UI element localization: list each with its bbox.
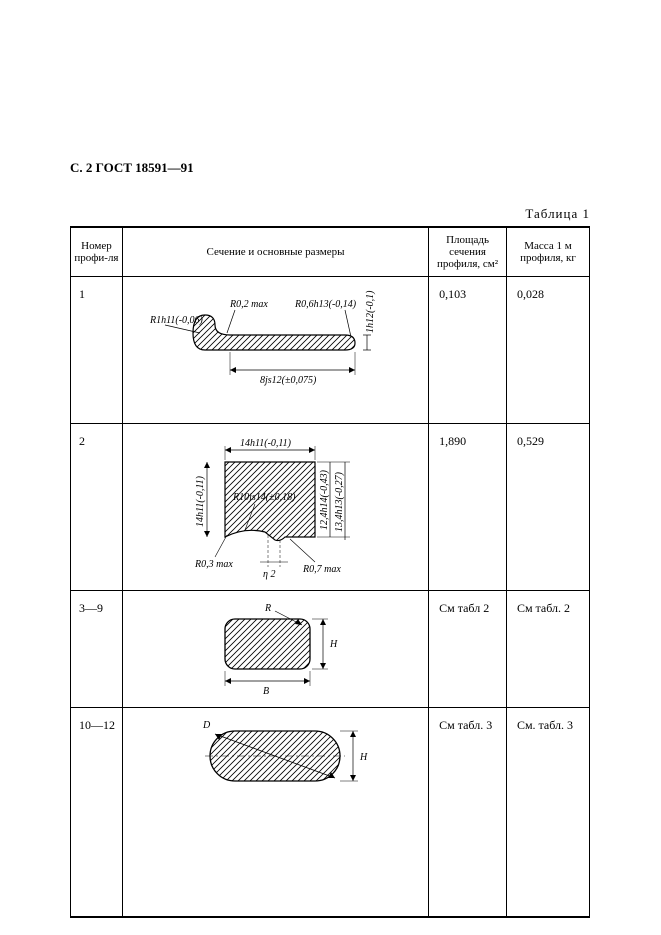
mass-value: См. табл. 3	[506, 708, 589, 918]
mass-value: 0,028	[506, 277, 589, 424]
svg-text:R0,7 max: R0,7 max	[302, 564, 341, 575]
area-value: 0,103	[429, 277, 507, 424]
area-value: 1,890	[429, 424, 507, 591]
table-row: 1 R1h11(-0,06)	[71, 277, 590, 424]
mass-value: 0,529	[506, 424, 589, 591]
svg-text:R10js14(±0,18): R10js14(±0,18)	[232, 492, 296, 503]
svg-text:R0,2 max: R0,2 max	[229, 299, 268, 310]
table-row: 2	[71, 424, 590, 591]
svg-text:R: R	[264, 603, 271, 614]
profiles-table: Номер профи-ля Сечение и основные размер…	[70, 226, 590, 918]
col-header-section: Сечение и основные размеры	[122, 227, 428, 277]
table-row: 10—12	[71, 708, 590, 918]
svg-text:14h11(-0,11): 14h11(-0,11)	[240, 438, 292, 449]
svg-text:R0,3 max: R0,3 max	[194, 559, 233, 570]
table-row: 3—9 R	[71, 591, 590, 708]
svg-text:1h12(-0,1): 1h12(-0,1)	[365, 290, 376, 333]
section-drawing: R1h11(-0,06) R0,2 max R0,6h13(-0,14) 1h1…	[122, 277, 428, 424]
svg-text:14h11(-0,11): 14h11(-0,11)	[195, 475, 206, 527]
svg-text:B: B	[263, 686, 269, 697]
svg-text:D: D	[202, 720, 211, 731]
area-value: См табл 2	[429, 591, 507, 708]
svg-text:R1h11(-0,06): R1h11(-0,06)	[149, 315, 204, 326]
svg-text:13,4h13(-0,27): 13,4h13(-0,27)	[334, 471, 345, 532]
profile-num: 1	[71, 277, 123, 424]
col-header-num: Номер профи-ля	[71, 227, 123, 277]
svg-text:12,4h14(-0,43): 12,4h14(-0,43)	[319, 469, 330, 530]
svg-text:η 2: η 2	[263, 569, 275, 580]
svg-text:H: H	[329, 639, 338, 650]
area-value: См табл. 3	[429, 708, 507, 918]
page-header: С. 2 ГОСТ 18591—91	[70, 160, 590, 176]
section-drawing: D H	[122, 708, 428, 918]
section-drawing: R H B	[122, 591, 428, 708]
profile-num: 3—9	[71, 591, 123, 708]
profile-num: 10—12	[71, 708, 123, 918]
table-caption: Таблица 1	[70, 206, 590, 222]
col-header-area: Площадь сечения профиля, см²	[429, 227, 507, 277]
profile-num: 2	[71, 424, 123, 591]
svg-text:H: H	[359, 752, 368, 763]
svg-text:R0,6h13(-0,14): R0,6h13(-0,14)	[294, 299, 357, 310]
mass-value: См табл. 2	[506, 591, 589, 708]
section-drawing: 14h11(-0,11) 14h11(-0,11) R10js14(±0,18)…	[122, 424, 428, 591]
svg-text:8js12(±0,075): 8js12(±0,075)	[260, 375, 317, 386]
col-header-mass: Масса 1 м профиля, кг	[506, 227, 589, 277]
